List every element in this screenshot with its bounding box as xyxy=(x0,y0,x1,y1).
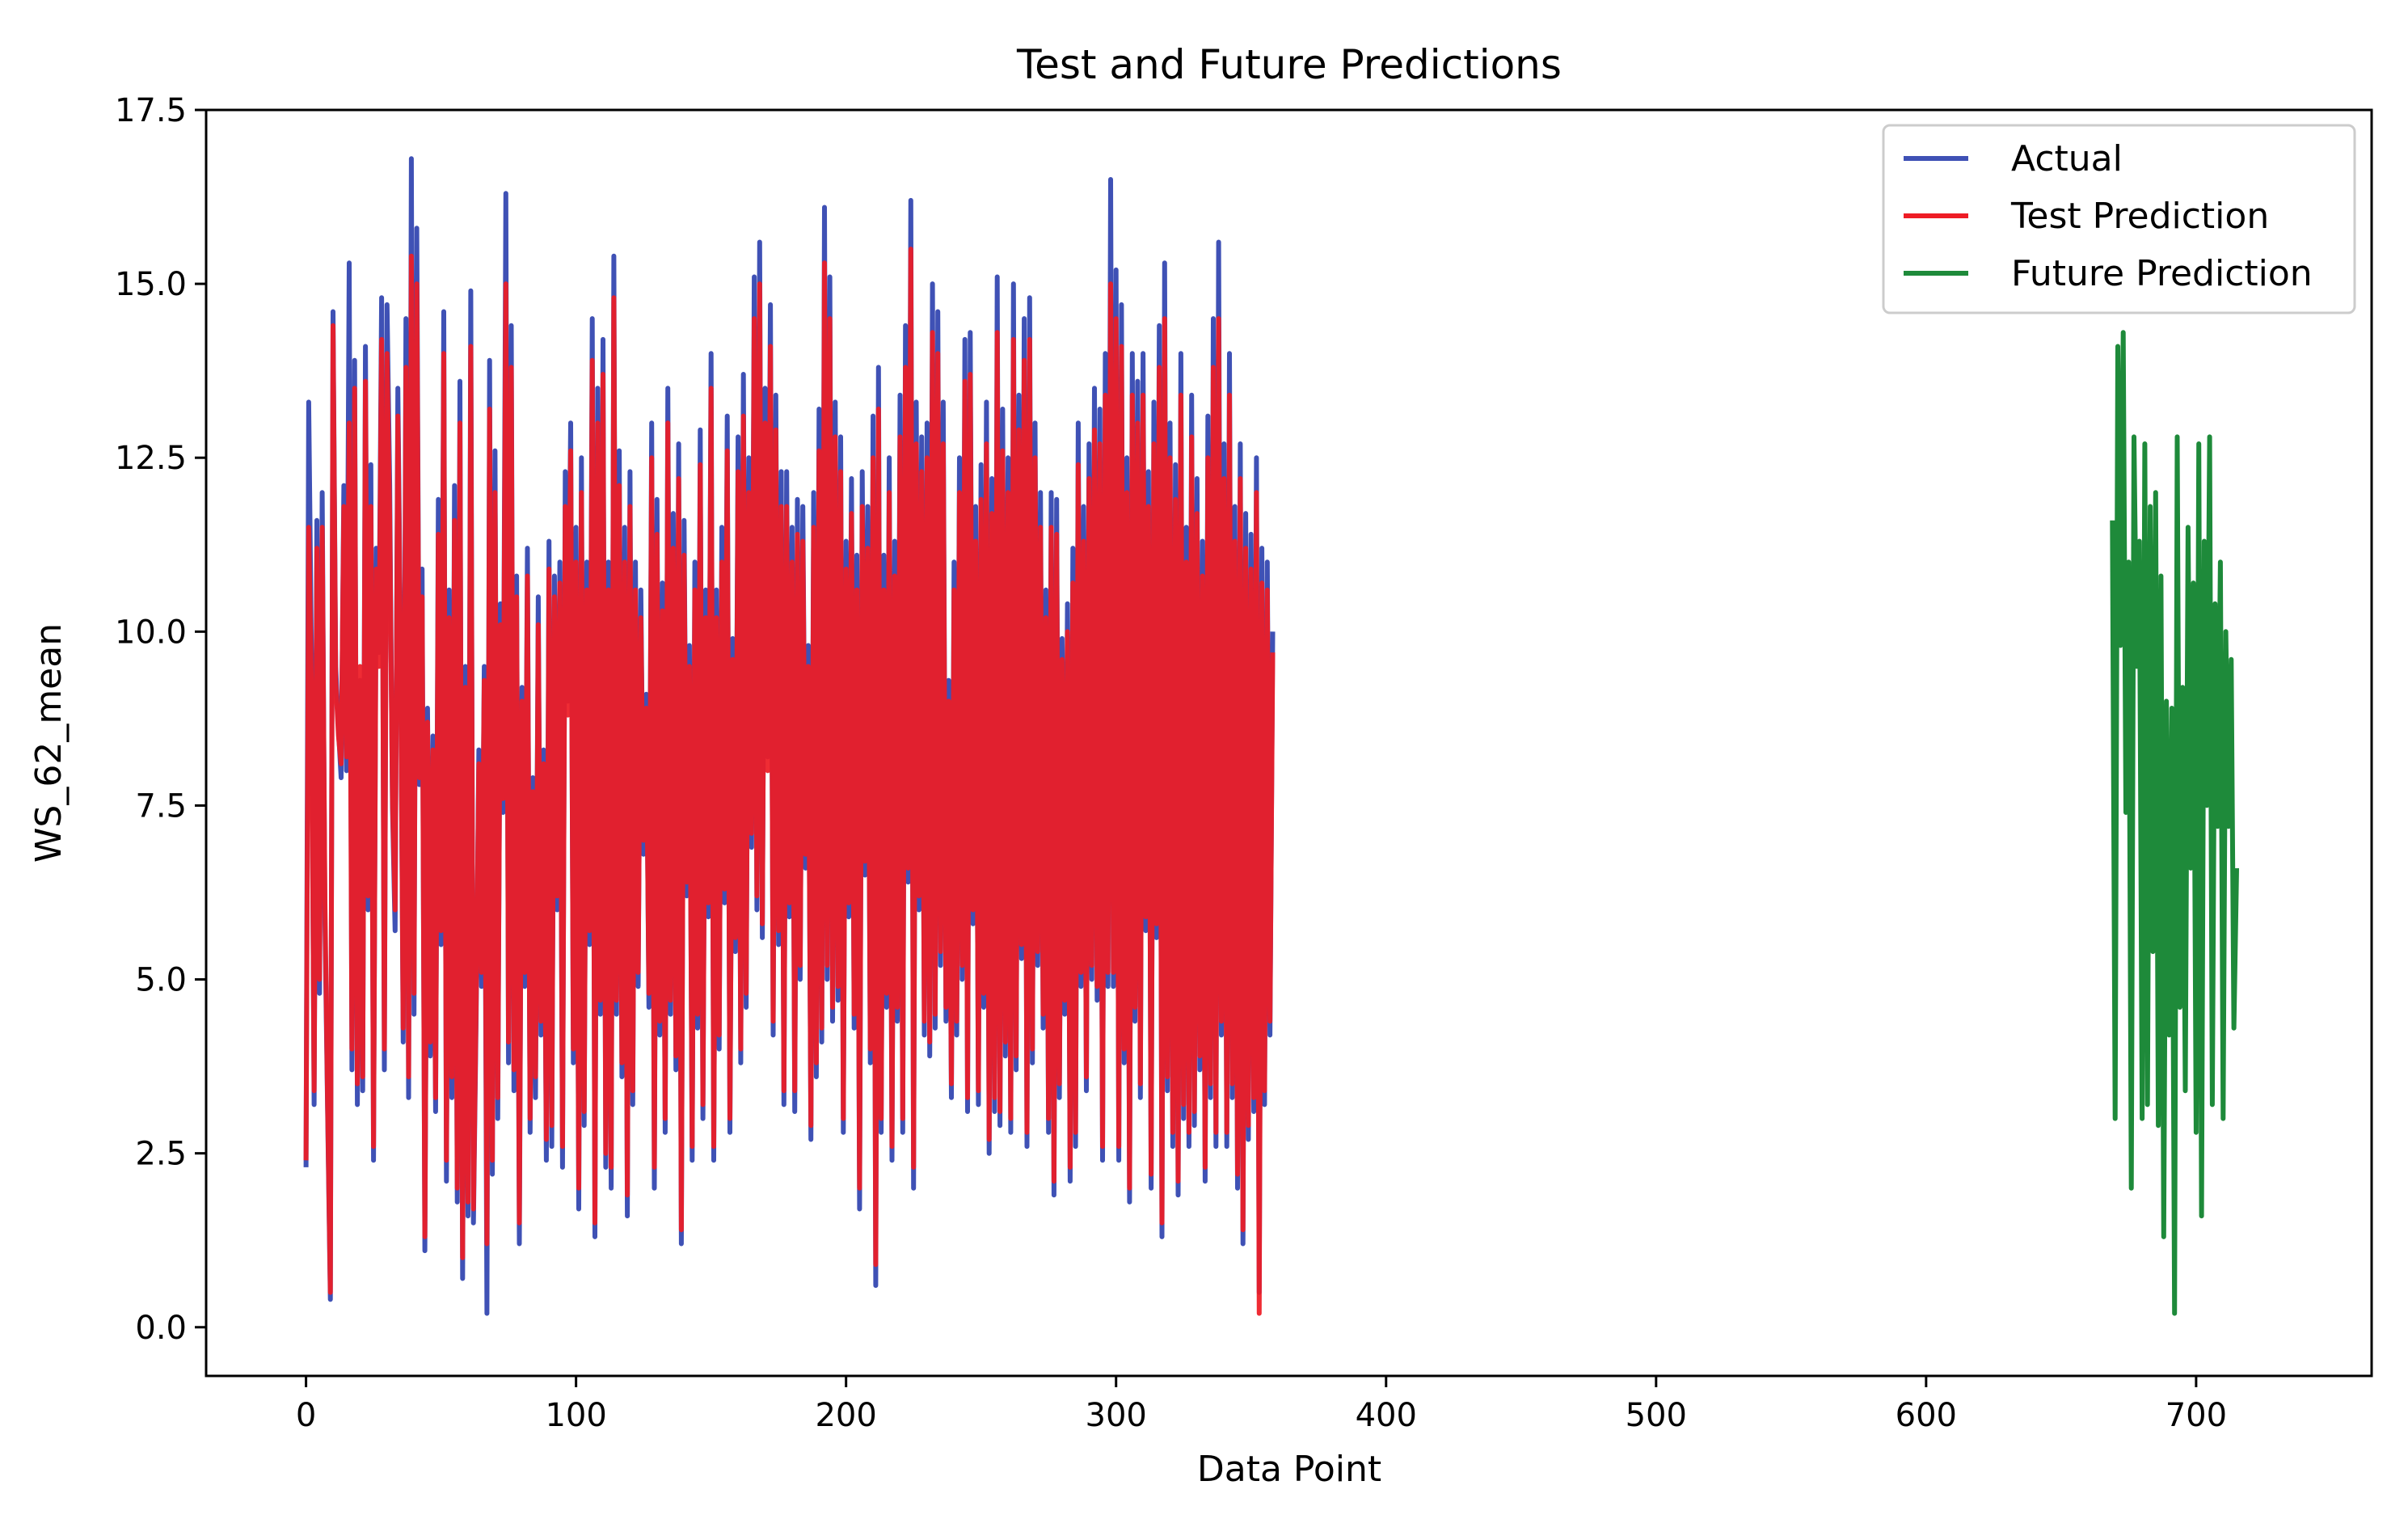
x-tick-label: 600 xyxy=(1896,1397,1957,1434)
legend-label-actual: Actual xyxy=(2011,138,2123,179)
y-tick-label: 2.5 xyxy=(135,1136,187,1173)
x-tick-label: 0 xyxy=(296,1397,316,1434)
x-tick-label: 700 xyxy=(2166,1397,2227,1434)
y-tick-label: 12.5 xyxy=(115,440,187,477)
x-axis: 0 100 200 300 400 500 600 700 xyxy=(296,1376,2227,1434)
series-line-test-prediction xyxy=(303,247,1276,1316)
x-tick-label: 500 xyxy=(1626,1397,1687,1434)
y-tick-label: 17.5 xyxy=(115,92,187,129)
y-axis-title: WS_62_mean xyxy=(28,623,70,863)
y-tick-label: 10.0 xyxy=(115,614,187,651)
y-tick-label: 15.0 xyxy=(115,266,187,303)
y-tick-label: 7.5 xyxy=(135,787,187,825)
series-layer xyxy=(303,156,2239,1316)
x-axis-title: Data Point xyxy=(1197,1449,1381,1490)
chart-title: Test and Future Predictions xyxy=(1016,41,1562,88)
legend-label-test-prediction: Test Prediction xyxy=(2010,196,2269,237)
series-line-future-prediction xyxy=(2110,330,2239,1316)
x-tick-label: 400 xyxy=(1356,1397,1417,1434)
y-tick-label: 0.0 xyxy=(135,1310,187,1347)
legend-box xyxy=(1882,124,2356,314)
x-tick-label: 200 xyxy=(815,1397,876,1434)
x-tick-label: 300 xyxy=(1086,1397,1147,1434)
plot-frame xyxy=(205,108,2373,1378)
y-tick-label: 5.0 xyxy=(135,962,187,999)
x-tick-label: 100 xyxy=(545,1397,606,1434)
legend: Actual Test Prediction Future Prediction xyxy=(1882,124,2356,314)
legend-label-future-prediction: Future Prediction xyxy=(2011,253,2313,294)
y-axis: 0.0 2.5 5.0 7.5 10.0 12.5 15.0 17.5 xyxy=(115,92,206,1347)
